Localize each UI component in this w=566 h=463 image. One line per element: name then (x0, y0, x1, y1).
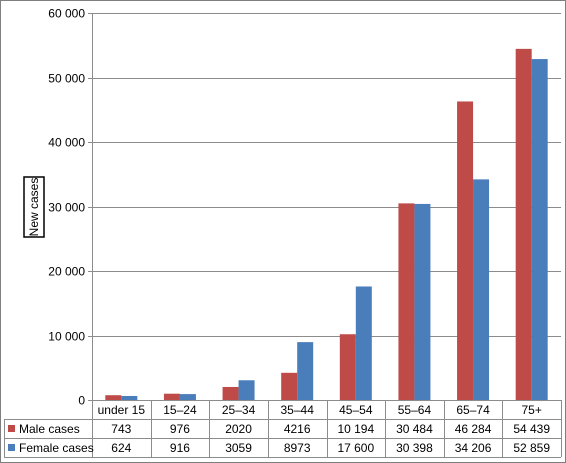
bar-male (222, 386, 239, 400)
bar-female (355, 286, 372, 400)
category-label: under 15 (98, 403, 146, 417)
category-label: 35–44 (281, 403, 315, 417)
data-label: 52 859 (513, 441, 550, 455)
data-label: 30 398 (396, 441, 433, 455)
data-label: 17 600 (337, 441, 374, 455)
y-tick-label: 40 000 (48, 136, 85, 150)
data-label: 30 484 (396, 422, 433, 436)
bar-female (238, 380, 255, 400)
bar-female (473, 179, 490, 400)
category-label: 75+ (522, 403, 542, 417)
data-label: 46 284 (455, 422, 492, 436)
category-label: 15–24 (163, 403, 197, 417)
bar-male (515, 48, 532, 401)
y-tick-label: 0 (78, 394, 85, 408)
data-label: 916 (170, 441, 190, 455)
y-tick-label: 20 000 (48, 265, 85, 279)
bar-male (457, 101, 474, 400)
legend-key-female (8, 444, 15, 451)
data-label: 10 194 (337, 422, 374, 436)
bar-male (398, 203, 415, 400)
bar-male (105, 395, 122, 400)
legend-label-male: Male cases (19, 422, 80, 436)
data-label: 2020 (225, 422, 252, 436)
y-axis-title-box (23, 176, 45, 238)
legend-key-male (8, 425, 15, 432)
data-label: 34 206 (455, 441, 492, 455)
data-label: 624 (111, 441, 131, 455)
y-tick-label: 60 000 (48, 7, 85, 21)
data-label: 4216 (284, 422, 311, 436)
y-tick-label: 50 000 (48, 72, 85, 86)
data-label: 54 439 (513, 422, 550, 436)
y-axis-title-text: New cases (27, 178, 41, 237)
y-tick-label: 10 000 (48, 330, 85, 344)
data-label: 8973 (284, 441, 311, 455)
bar-female (414, 203, 431, 400)
category-label: 65–74 (456, 403, 490, 417)
category-label: 55–64 (398, 403, 432, 417)
category-label: 45–54 (339, 403, 373, 417)
y-axis-title: New cases (23, 176, 45, 238)
data-label: 743 (111, 422, 131, 436)
bar-female (531, 59, 548, 400)
bar-female (179, 394, 196, 400)
data-label: 3059 (225, 441, 252, 455)
bar-male (281, 372, 298, 400)
bar-male (163, 393, 180, 400)
category-label: 25–34 (222, 403, 256, 417)
data-label: 976 (170, 422, 190, 436)
bar-female (297, 342, 314, 400)
bar-female (121, 395, 138, 400)
y-tick-label: 30 000 (48, 201, 85, 215)
bar-male (339, 334, 356, 400)
legend-label-female: Female cases (19, 441, 94, 455)
